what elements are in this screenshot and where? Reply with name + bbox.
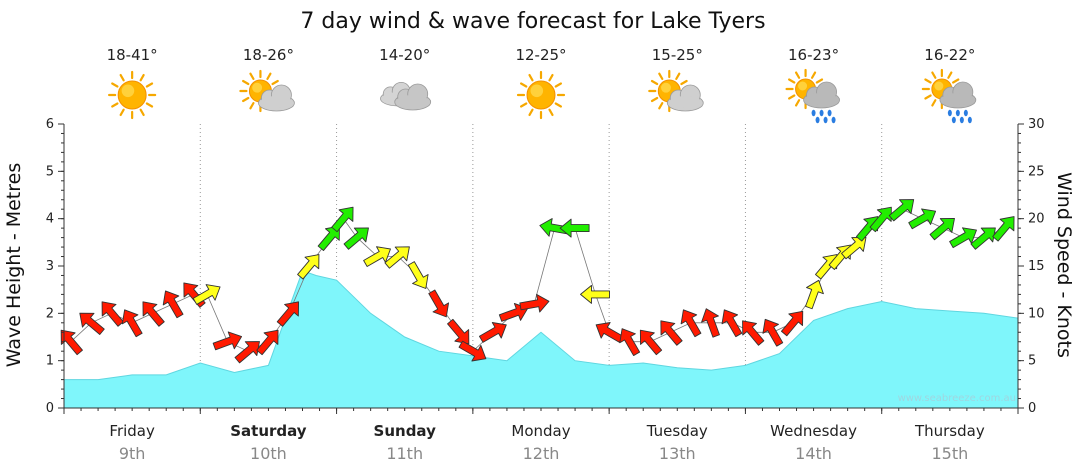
day-name-label: Tuesday [646,422,708,440]
left-tick-label: 4 [46,212,54,227]
wind-arrow [888,199,915,222]
cloudy-icon [380,82,432,111]
sunny-icon [516,70,566,120]
wind-arrow [407,261,429,289]
day-temp-range: 18-26° [243,46,294,64]
left-tick-label: 5 [46,164,54,179]
wind-arrow [60,329,83,356]
day-date-label: 15th [931,444,968,463]
day-date-label: 11th [386,444,423,463]
day-temp-range: 16-22° [924,46,975,64]
wind-arrow [992,216,1015,242]
wind-arrow [519,293,550,313]
wind-arrow [343,227,369,250]
sunny-icon [108,70,157,120]
wind-arrow [908,208,937,230]
left-tick-label: 1 [46,354,54,369]
wave-area [63,270,1019,409]
day-date-label: 13th [659,444,696,463]
partly-cloudy-icon [239,69,295,113]
watermark: www.seabreeze.com.au [898,393,1016,404]
day-temp-range: 16-23° [788,46,839,64]
wind-arrow [142,301,165,327]
day-name-label: Friday [109,422,155,440]
wind-arrow [458,340,487,362]
day-date-label: 14th [795,444,832,463]
wind-arrow [256,329,279,356]
wave-area-layer [63,270,1019,409]
day-name-label: Saturday [230,422,307,440]
wind-arrow [447,318,470,345]
wind-arrow [192,284,221,305]
wind-arrow [428,289,450,318]
right-tick-label: 20 [1028,212,1045,227]
wind-arrow [559,218,590,238]
day-name-label: Thursday [914,422,985,440]
wind-arrow [949,227,977,249]
right-tick-label: 25 [1028,164,1045,179]
wind-arrow [331,206,354,233]
wind-arrow [762,318,784,347]
left-axis-label: Wave Height - Metres [3,163,25,367]
day-date-label: 12th [523,444,560,463]
wind-arrow [780,310,804,337]
wind-arrow [276,301,299,327]
wind-arrow [805,279,824,310]
day-temp-range: 14-20° [379,46,430,64]
day-name-label: Sunday [374,422,437,440]
wind-arrows-layer [60,199,1015,364]
partly-cloudy-icon [648,69,704,113]
right-axis-label: Wind Speed - Knots [1053,172,1075,358]
wind-arrow [639,329,663,356]
wind-arrow [162,290,184,319]
day-name-label: Wednesday [770,422,857,440]
day-date-label: 10th [250,444,287,463]
wind-arrow [680,309,702,338]
wind-arrow [384,246,410,269]
axes: 0 1 2 3 4 5 6 0 5 10 15 20 25 30 Friday 9th Saturday 10th… [46,117,1045,463]
wind-arrow [121,309,143,338]
wind-arrow [742,320,765,346]
wind-arrow [595,322,624,343]
left-tick-label: 2 [46,306,54,321]
day-temp-range: 12-25° [515,46,566,64]
right-tick-label: 5 [1028,354,1036,369]
wind-arrow [79,312,105,335]
right-tick-label: 10 [1028,306,1045,321]
wind-arrow [478,322,507,343]
wind-arrow [660,320,683,346]
rain-icon [921,68,977,124]
right-tick-label: 30 [1028,117,1045,132]
wind-arrow [363,246,391,267]
chart-title: 7 day wind & wave forecast for Lake Tyer… [300,9,765,34]
wind-arrow [701,308,720,338]
day-name-label: Monday [511,422,570,440]
wind-arrow [929,218,955,241]
right-tick-label: 15 [1028,259,1045,274]
left-tick-label: 6 [46,117,54,132]
wind-arrow [317,225,340,252]
wind-arrow [297,254,320,280]
wind-arrow [101,301,124,327]
wind-arrow [212,331,243,351]
right-tick-label: 0 [1028,401,1036,416]
wind-arrow [580,284,610,304]
left-tick-label: 3 [46,259,54,274]
wind-arrow [841,237,867,260]
weather-icons: 18-41° 18-26° 14-20° 12-25° 15-25° 16-23° 16-2… [107,46,977,124]
day-date-label: 9th [119,444,146,463]
rain-icon [785,68,840,124]
day-temp-range: 15-25° [652,46,703,64]
wind-arrow [619,328,641,357]
day-temp-range: 18-41° [107,46,158,64]
wind-arrow [721,309,743,338]
left-tick-label: 0 [46,401,54,416]
